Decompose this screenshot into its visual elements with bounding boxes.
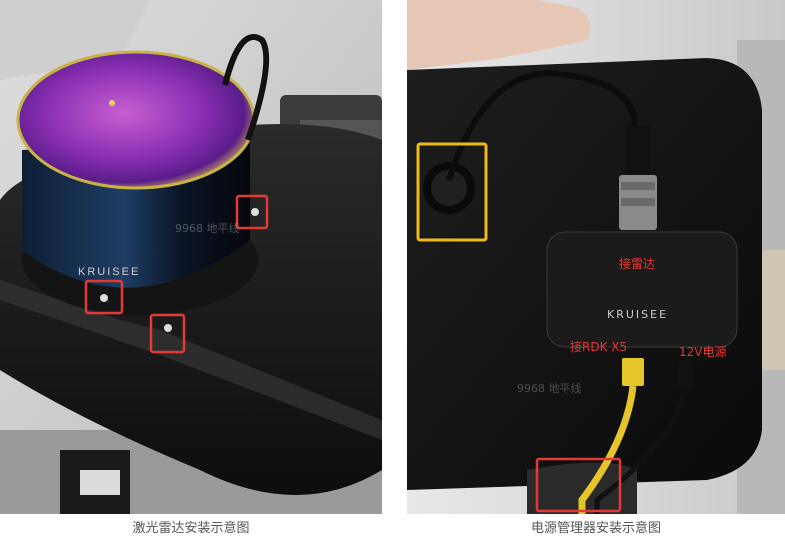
watermark-text: 9968 地平线: [175, 221, 240, 235]
rdk-port-label: 接RDK X5: [570, 339, 627, 354]
power-manager-caption: 电源管理器安装示意图: [530, 521, 661, 536]
lidar-install-photo: KRUISEE 9968 地平线: [0, 0, 382, 514]
power-manager-brand-text: KRUISEE: [607, 308, 668, 321]
lidar-photo-illustration: KRUISEE 9968 地平线: [0, 0, 382, 514]
watermark-text: 9968 地平线: [517, 381, 582, 395]
radar-port-label: 接雷达: [619, 256, 655, 271]
power-port-label: 12V电源: [679, 345, 726, 359]
screw-highlight-box: [84, 279, 124, 315]
grommet-highlight-box: [416, 142, 488, 242]
power-manager-photo-illustration: KRUISEE 接雷达 接RDK X5 12V电源 9968 地平线: [407, 0, 785, 514]
power-manager-install-photo: KRUISEE 接雷达 接RDK X5 12V电源 9968 地平线: [407, 0, 785, 514]
screw-highlight-box: [235, 194, 269, 230]
cable-exit-highlight-box: [535, 457, 622, 513]
lidar-caption: 激光雷达安装示意图: [132, 521, 250, 536]
screw-highlight-box: [149, 313, 186, 354]
lidar-brand-text: KRUISEE: [78, 266, 140, 278]
